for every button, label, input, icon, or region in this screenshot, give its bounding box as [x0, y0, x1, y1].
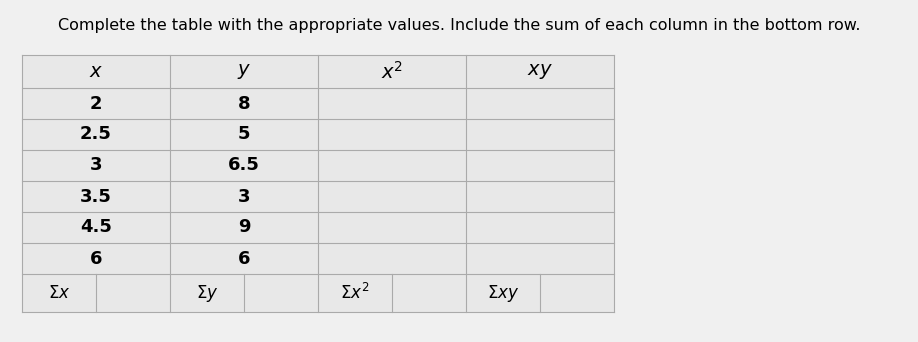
Bar	[318, 150, 466, 181]
Bar	[170, 119, 318, 150]
Text: $\it{x}$: $\it{x}$	[89, 62, 103, 81]
Text: 8: 8	[238, 94, 251, 113]
Text: 3: 3	[90, 157, 102, 174]
Bar	[170, 274, 318, 312]
Bar	[22, 274, 170, 312]
Bar	[22, 119, 170, 150]
Bar	[170, 243, 318, 274]
Bar	[170, 212, 318, 243]
Bar	[466, 150, 614, 181]
Text: 6: 6	[238, 250, 251, 267]
Text: 5: 5	[238, 126, 251, 144]
Bar	[466, 119, 614, 150]
Bar	[22, 243, 170, 274]
Bar	[318, 274, 466, 312]
Bar	[318, 88, 466, 119]
Bar	[22, 55, 170, 88]
Bar	[466, 88, 614, 119]
Bar	[466, 55, 614, 88]
Bar	[318, 212, 466, 243]
Text: $\it{x}^2$: $\it{x}^2$	[381, 61, 403, 82]
Bar	[22, 150, 170, 181]
Bar	[318, 243, 466, 274]
Text: 2: 2	[90, 94, 102, 113]
Bar	[170, 181, 318, 212]
Text: $\it{xy}$: $\it{xy}$	[527, 62, 553, 81]
Text: $\Sigma\it{x}^2$: $\Sigma\it{x}^2$	[341, 283, 370, 303]
Text: 3.5: 3.5	[80, 187, 112, 206]
Bar	[22, 88, 170, 119]
Text: 6: 6	[90, 250, 102, 267]
Text: $\it{y}$: $\it{y}$	[237, 62, 252, 81]
Bar	[22, 212, 170, 243]
Bar	[466, 181, 614, 212]
Text: 6.5: 6.5	[228, 157, 260, 174]
Bar	[22, 181, 170, 212]
Bar	[466, 243, 614, 274]
Text: $\Sigma\it{y}$: $\Sigma\it{y}$	[196, 282, 218, 303]
Bar	[466, 212, 614, 243]
Bar	[170, 88, 318, 119]
Bar	[466, 274, 614, 312]
Text: 9: 9	[238, 219, 251, 237]
Text: 4.5: 4.5	[80, 219, 112, 237]
Bar	[318, 119, 466, 150]
Text: 3: 3	[238, 187, 251, 206]
Text: $\Sigma\it{xy}$: $\Sigma\it{xy}$	[487, 282, 520, 303]
Text: 2.5: 2.5	[80, 126, 112, 144]
Bar	[318, 55, 466, 88]
Bar	[318, 181, 466, 212]
Text: Complete the table with the appropriate values. Include the sum of each column i: Complete the table with the appropriate …	[58, 18, 860, 33]
Bar	[170, 150, 318, 181]
Text: $\Sigma\it{x}$: $\Sigma\it{x}$	[48, 284, 71, 302]
Bar	[170, 55, 318, 88]
